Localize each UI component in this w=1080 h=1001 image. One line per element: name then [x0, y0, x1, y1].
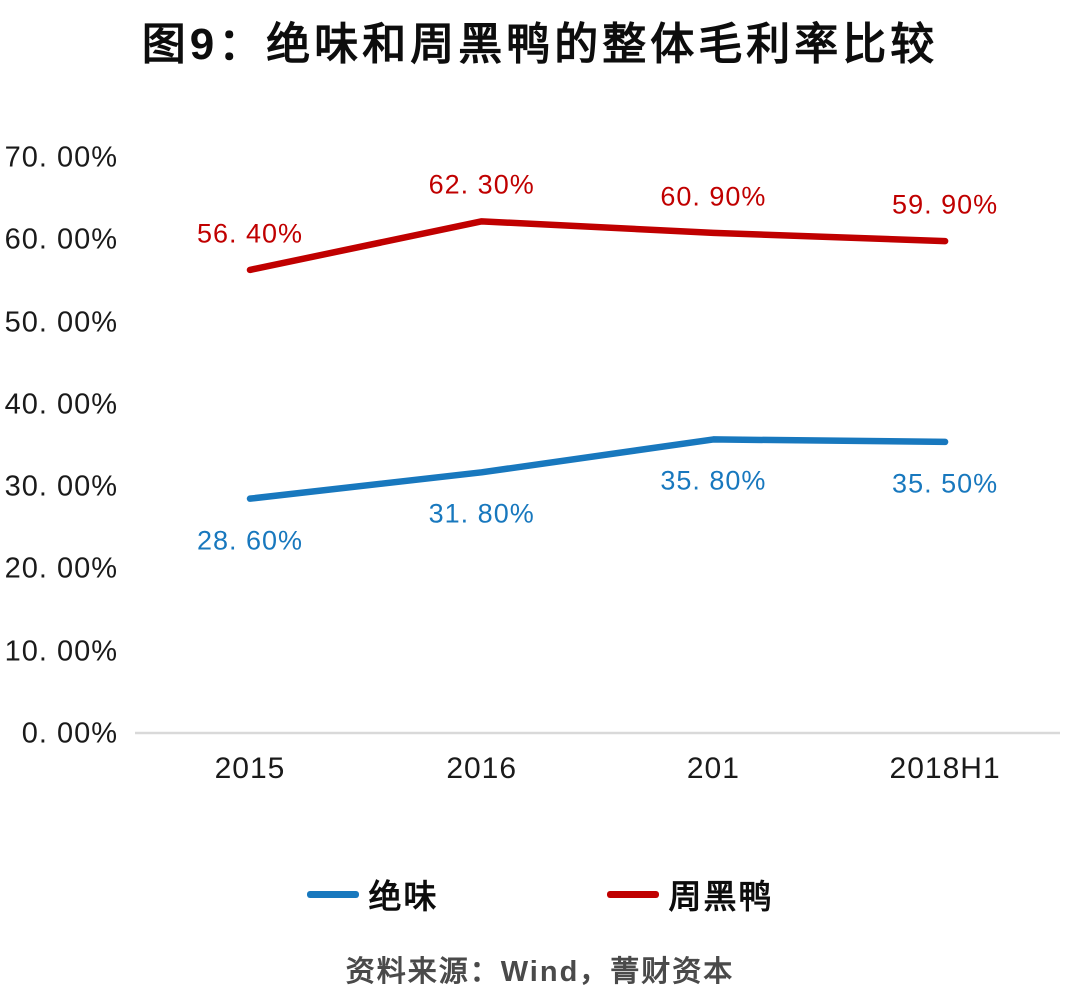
data-point-label: 35. 80% [660, 465, 767, 496]
legend-label-juewei: 绝味 [368, 878, 439, 915]
y-axis-tick-label: 10. 00% [4, 635, 118, 668]
data-point-label: 31. 80% [428, 498, 535, 529]
x-axis-tick-label: 2016 [446, 752, 518, 785]
legend-label-zhouheiya: 周黑鸭 [668, 878, 774, 915]
data-point-label: 60. 90% [660, 181, 767, 212]
y-axis-tick-label: 60. 00% [4, 223, 118, 256]
data-point-label: 62. 30% [428, 169, 535, 200]
juewei-line-swatch [306, 890, 359, 898]
x-axis-tick-label: 201 [686, 752, 740, 785]
data-point-label: 56. 40% [196, 218, 304, 249]
y-axis-tick-label: 70. 00% [4, 141, 118, 174]
source-attribution: 资料来源：Wind，菁财资本 [345, 956, 735, 988]
x-axis-tick-label: 2015 [214, 752, 286, 785]
data-point-label: 59. 90% [892, 189, 999, 220]
y-axis-tick-label: 0. 00% [21, 717, 118, 750]
zhouheiya-line-swatch [606, 890, 659, 898]
data-point-label: 35. 50% [892, 468, 999, 499]
legend: 绝味 周黑鸭 [0, 870, 1080, 918]
chart-title: 图9：绝味和周黑鸭的整体毛利率比较 [141, 20, 939, 69]
y-axis-tick-label: 20. 00% [4, 552, 118, 585]
legend-item-juewei: 绝味 [306, 870, 439, 918]
data-point-label: 28. 60% [196, 525, 304, 556]
y-axis-tick-label: 40. 00% [4, 388, 118, 421]
y-axis-tick-label: 30. 00% [4, 470, 118, 503]
y-axis-tick-label: 50. 00% [4, 306, 118, 339]
series-line-周黑鸭 [246, 218, 949, 274]
series-line-绝味 [246, 436, 949, 502]
legend-item-zhouheiya: 周黑鸭 [606, 870, 774, 918]
x-axis-tick-label: 2018H1 [889, 752, 1001, 785]
